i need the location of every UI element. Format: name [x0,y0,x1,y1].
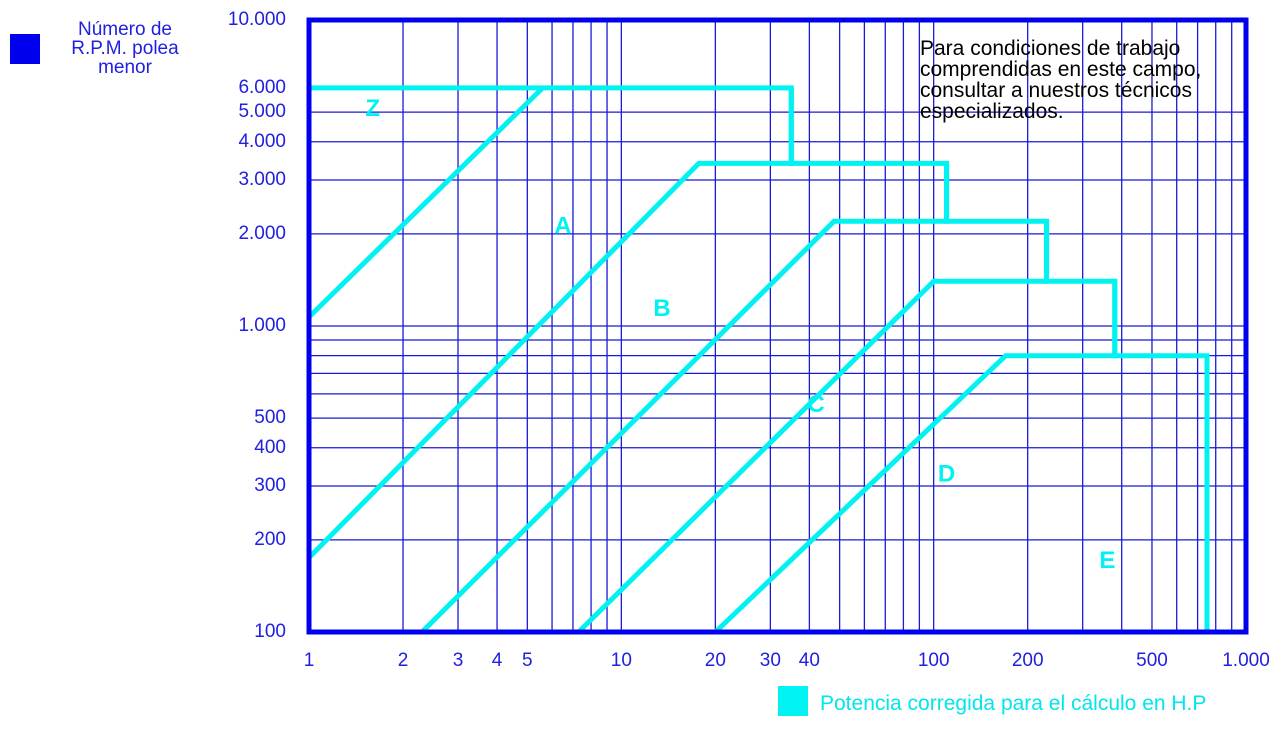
y-tick-label: 6.000 [238,77,286,98]
y-tick-label: 200 [254,529,286,550]
grid [309,20,1246,632]
x-tick-label: 20 [705,650,726,671]
y-tick-label: 10.000 [228,9,286,30]
y-axis-title: Número de R.P.M. polea menor [71,19,179,78]
x-tick-label: 10 [611,650,632,671]
zone-label-z: Z [365,95,380,122]
zone-label-a: A [554,213,571,240]
zone-boundaries [307,85,1210,634]
y-tick-label: 5.000 [238,101,286,122]
y-tick-label: 100 [254,621,286,642]
x-tick-label: 2 [398,650,409,671]
plot-frame [306,17,1249,635]
x-tick-label: 1 [304,650,315,671]
x-tick-label: 100 [918,650,950,671]
x-tick-label: 4 [492,650,503,671]
y-tick-label: 500 [254,407,286,428]
x-tick-label: 40 [799,650,820,671]
x-tick-label: 200 [1012,650,1044,671]
y-legend-swatch [10,34,40,64]
y-tick-labels: 100 200 300 400 500 1.000 2.000 3.000 4.000 5.000… [228,9,286,642]
zone-label-b: B [653,295,670,322]
x-tick-label: 5 [522,650,533,671]
boundary-d-e [713,281,1118,634]
boundary-outer [309,85,1210,632]
plot-border [306,17,1249,635]
x-tick-label: 500 [1136,650,1168,671]
x-tick-label: 3 [453,650,464,671]
x-tick-labels: 1 2 3 4 5 10 20 30 40 100 200 500 1.000 [304,650,1270,671]
boundary-a-b [307,87,794,560]
x-axis-title: Potencia corregida para el cálculo en H.… [820,692,1207,715]
x-legend-swatch [778,686,808,716]
note-text: Para condiciones de trabajo comprendidas… [920,37,1202,123]
zone-labels: Z A B C D E [365,95,1115,574]
y-tick-label: 2.000 [238,223,286,244]
zone-label-d: D [938,461,955,488]
y-tick-label: 4.000 [238,131,286,152]
y-tick-label: 300 [254,475,286,496]
x-tick-label: 30 [760,650,781,671]
y-tick-label: 3.000 [238,169,286,190]
x-tick-label: 1.000 [1222,650,1270,671]
zone-label-c: C [807,391,824,418]
zone-label-e: E [1099,547,1115,574]
boundary-z-a [307,86,545,319]
y-tick-label: 1.000 [238,315,286,336]
boundary-c-d [576,221,1050,634]
y-tick-label: 400 [254,437,286,458]
